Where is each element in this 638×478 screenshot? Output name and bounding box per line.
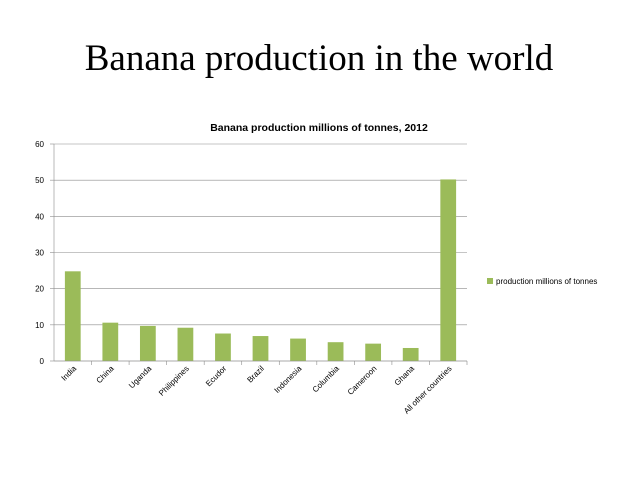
x-tick-label: Philippines [157, 364, 191, 398]
y-tick-label: 0 [40, 357, 45, 366]
x-axis: India China Uganda Philippines Ecudor Brazil I… [54, 360, 468, 416]
bar [102, 322, 119, 361]
y-tick-label: 50 [35, 176, 44, 185]
x-tick-label: Indonesia [273, 364, 304, 395]
y-tick-label: 10 [35, 321, 44, 330]
bar-series [64, 179, 457, 361]
x-tick-label: India [60, 364, 79, 383]
bar [177, 327, 194, 361]
bar [440, 179, 457, 361]
x-tick-label: Columbia [311, 364, 342, 395]
bar [365, 343, 382, 361]
chart-title: Banana production millions of tonnes, 20… [210, 122, 428, 134]
x-tick-label: Cameroon [346, 364, 379, 397]
bar [327, 342, 344, 361]
x-tick-label: Ecudor [204, 364, 229, 389]
y-axis: 0 10 20 30 40 50 60 [35, 140, 55, 366]
x-tick-label: Ghana [393, 364, 417, 388]
y-tick-label: 20 [35, 285, 44, 294]
bar [252, 336, 269, 361]
y-tick-label: 40 [35, 212, 44, 221]
legend-swatch [487, 278, 493, 284]
bar [402, 347, 419, 361]
legend-label: production millions of tonnes [496, 277, 597, 286]
bar [215, 333, 231, 361]
x-tick-label: Uganda [127, 364, 154, 391]
legend: production millions of tonnes [487, 277, 597, 286]
bar [64, 271, 81, 361]
slide-title: Banana production in the world [84, 38, 554, 79]
bar [139, 325, 156, 361]
y-tick-label: 30 [35, 249, 44, 258]
x-tick-label: Brazil [245, 364, 266, 385]
bar [290, 338, 306, 361]
y-tick-label: 60 [35, 140, 44, 149]
x-tick-label: China [95, 364, 117, 386]
